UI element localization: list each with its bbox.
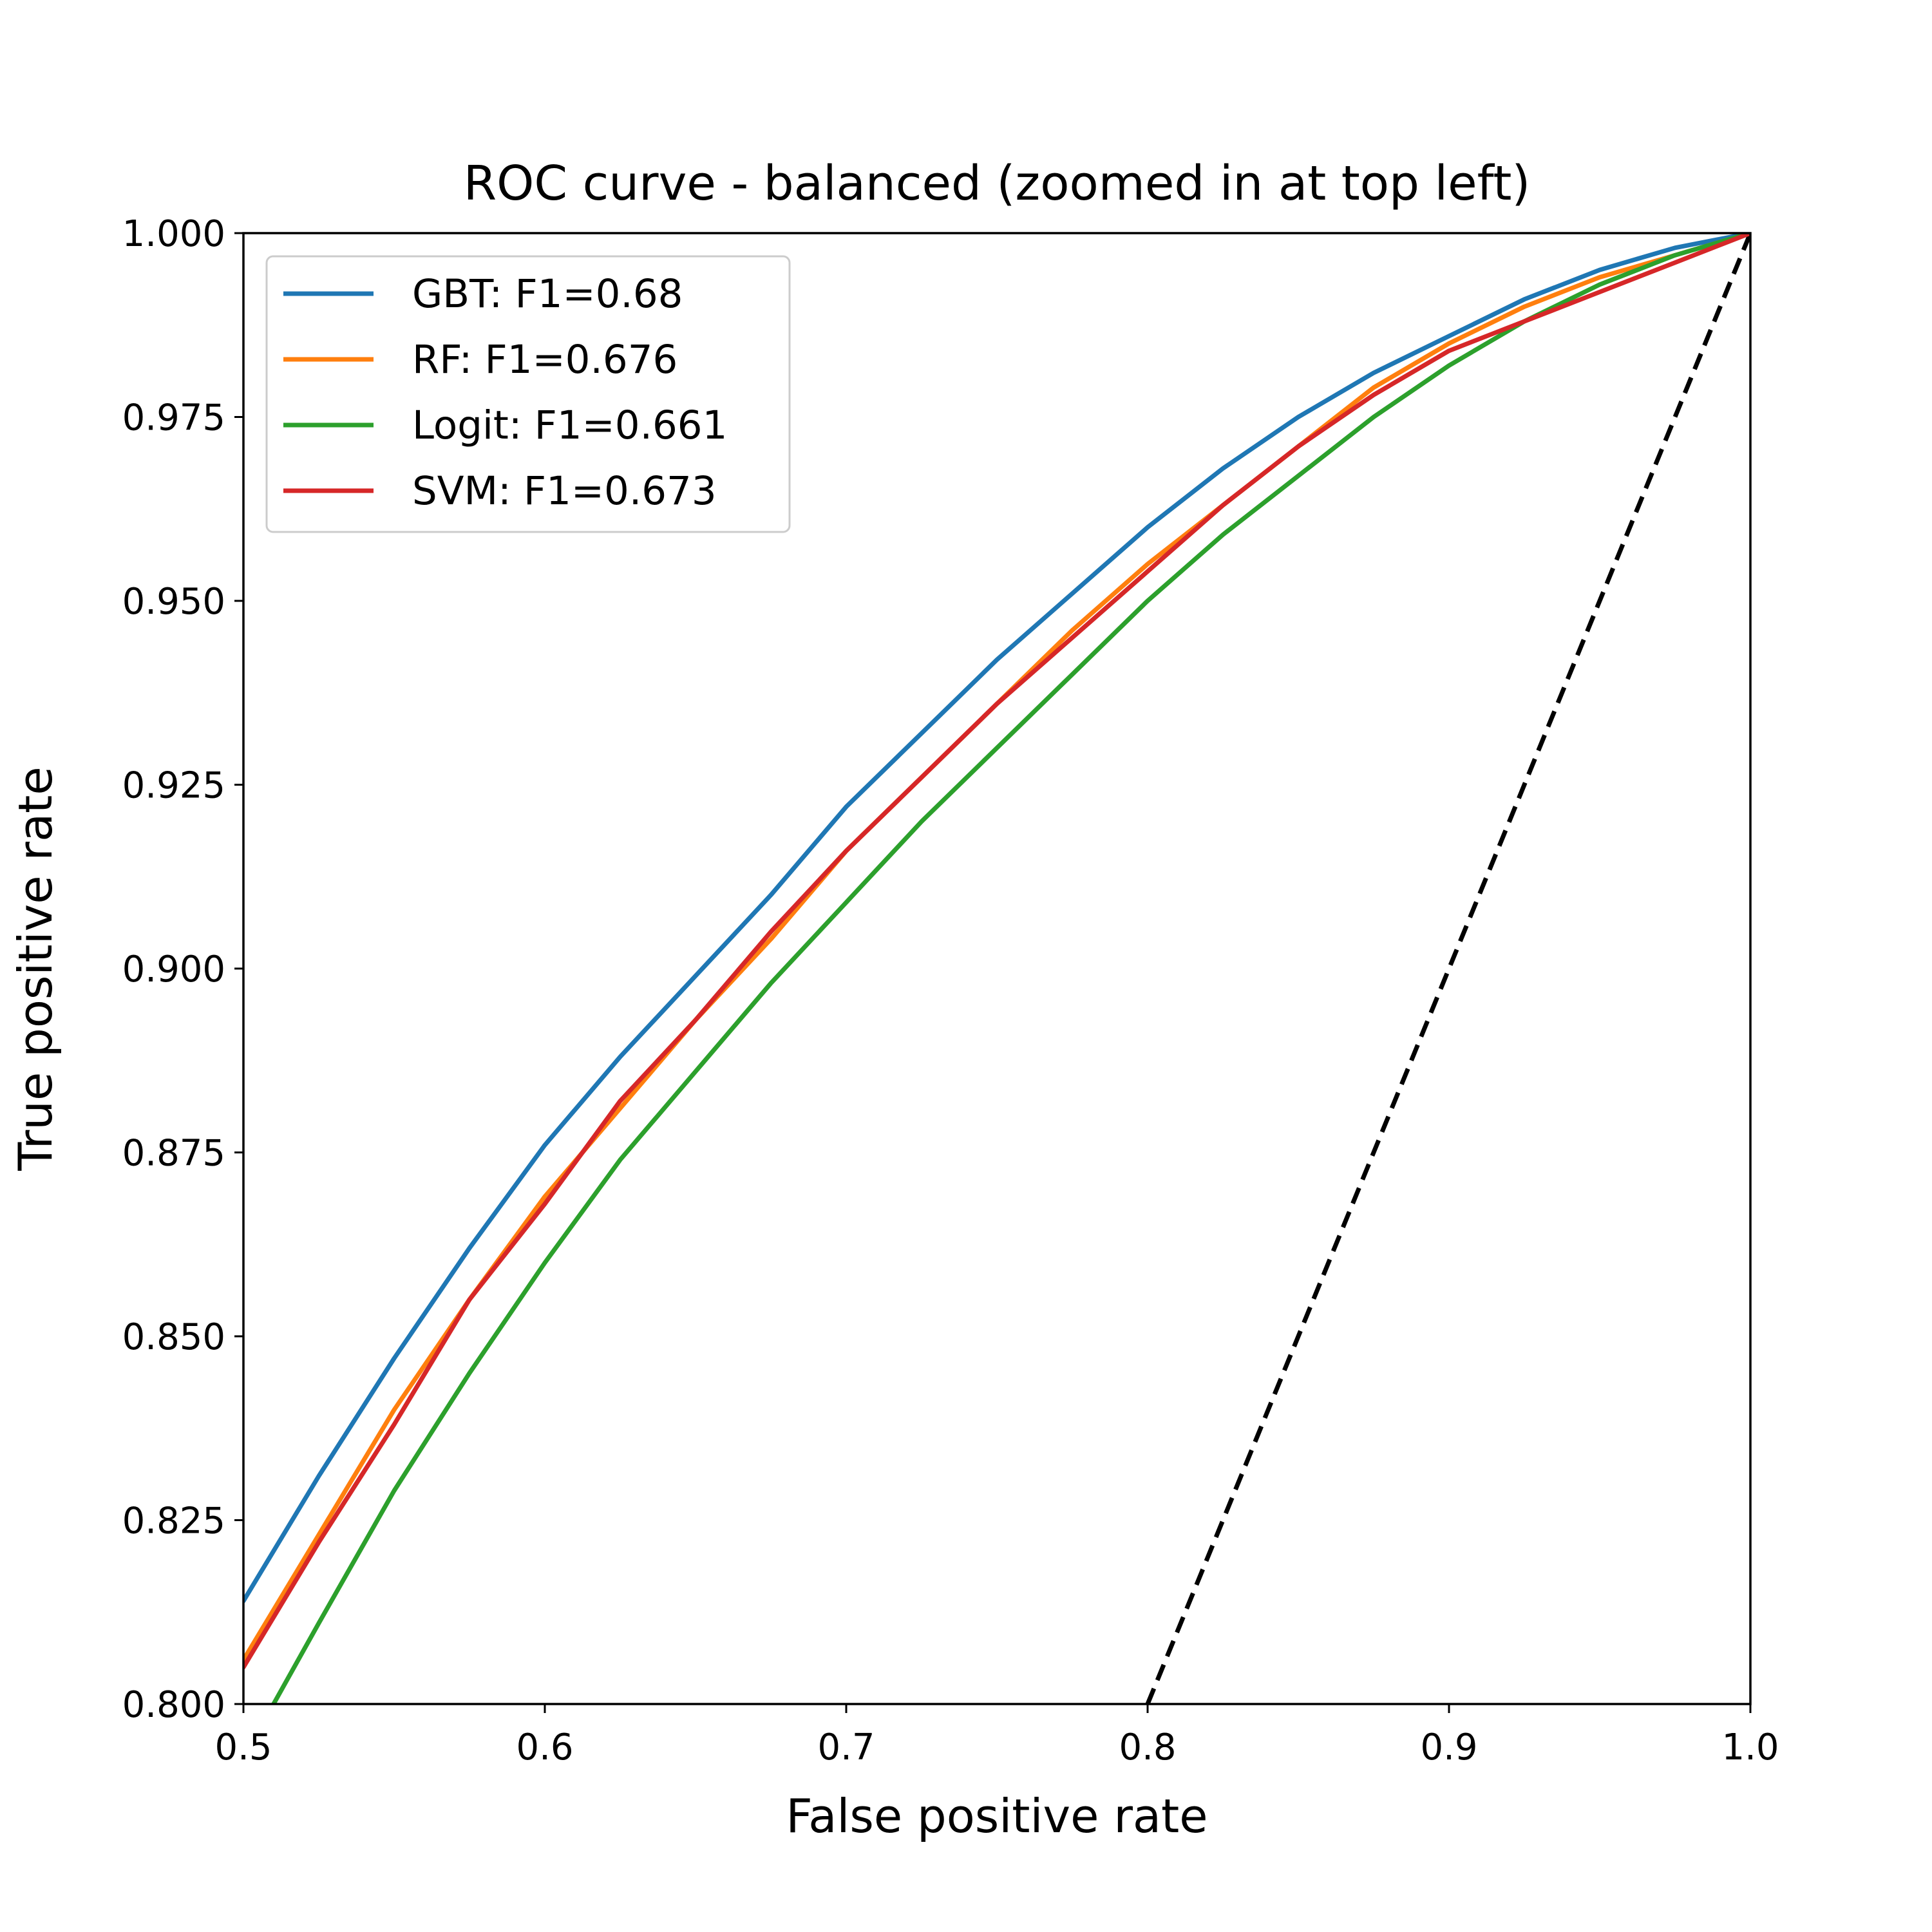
- y-tick-label: 0.950: [122, 581, 225, 623]
- x-tick-label: 1.0: [1721, 1727, 1779, 1768]
- y-tick-label: 0.975: [122, 397, 225, 439]
- x-tick-label: 0.6: [516, 1727, 573, 1768]
- series-line-0: [243, 233, 1750, 1604]
- y-tick-label: 1.000: [122, 213, 225, 255]
- y-tick-label: 0.900: [122, 949, 225, 990]
- y-tick-label: 0.800: [122, 1684, 225, 1726]
- x-tick-label: 0.5: [214, 1727, 272, 1768]
- y-tick-label: 0.925: [122, 765, 225, 807]
- legend-label-0: GBT: F1=0.68: [412, 271, 683, 317]
- legend-label-2: Logit: F1=0.661: [412, 402, 727, 448]
- chart-title: ROC curve - balanced (zoomed in at top l…: [464, 156, 1531, 211]
- x-axis-label: False positive rate: [786, 1789, 1208, 1843]
- legend: GBT: F1=0.68 RF: F1=0.676 Logit: F1=0.661 S…: [265, 255, 791, 533]
- ticks-layer: 0.5 0.6 0.7 0.8 0.9 1.0 0.800 0.825 0.850 0.875 0.…: [122, 213, 1779, 1768]
- x-tick-label: 0.9: [1420, 1727, 1477, 1768]
- chance-diagonal-line: [1145, 233, 1750, 1704]
- y-tick-label: 0.825: [122, 1501, 225, 1542]
- series-layer: [243, 233, 1750, 1704]
- y-tick-label: 0.850: [122, 1316, 225, 1358]
- y-tick-label: 0.875: [122, 1133, 225, 1175]
- x-tick-label: 0.8: [1119, 1727, 1176, 1768]
- series-line-2: [271, 233, 1750, 1704]
- y-axis-label: True positive rate: [8, 766, 62, 1171]
- legend-items: GBT: F1=0.68 RF: F1=0.676 Logit: F1=0.661 S…: [283, 271, 727, 514]
- x-tick-label: 0.7: [817, 1727, 875, 1768]
- series-line-3: [243, 233, 1750, 1670]
- legend-label-1: RF: F1=0.676: [412, 337, 677, 383]
- legend-box: [265, 255, 791, 533]
- legend-label-3: SVM: F1=0.673: [412, 468, 717, 514]
